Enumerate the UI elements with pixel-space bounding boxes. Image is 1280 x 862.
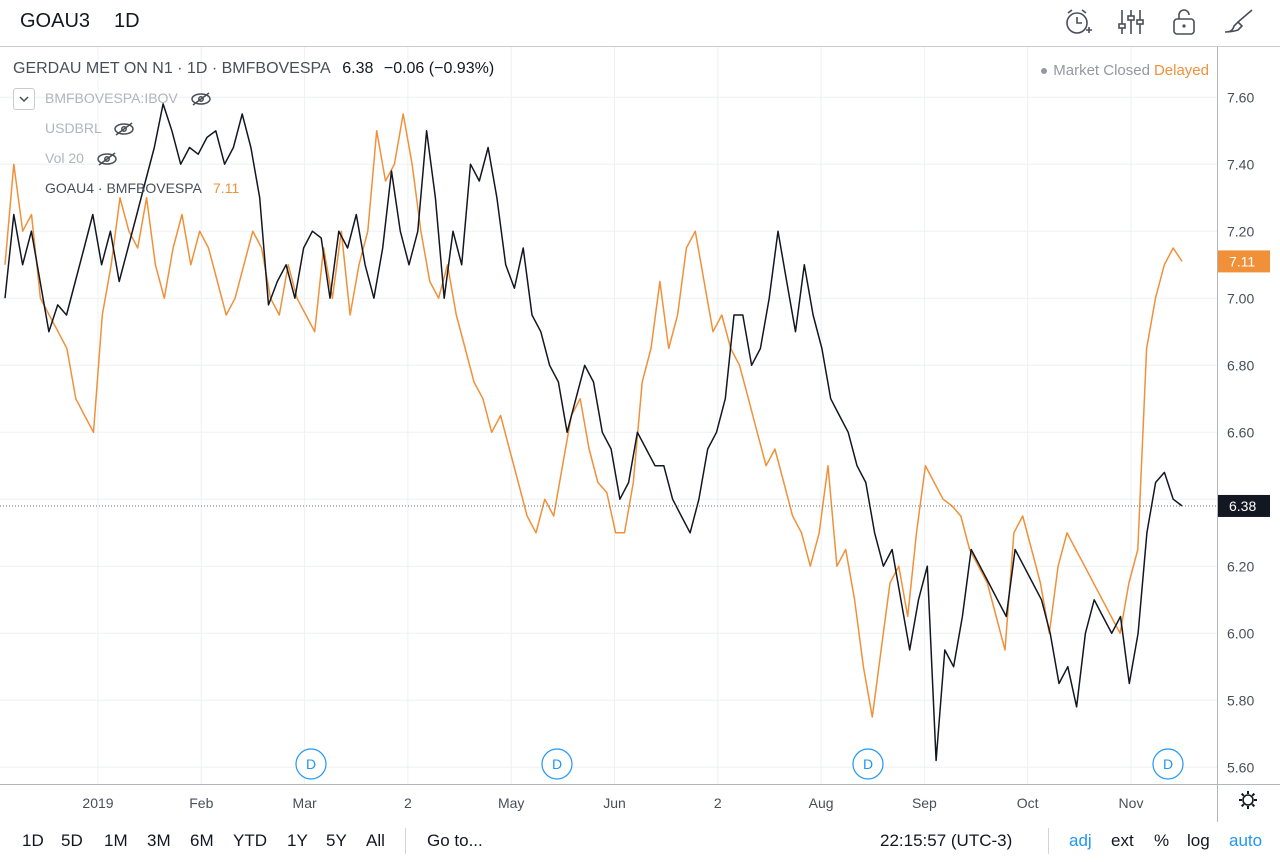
range-6m[interactable]: 6M [190,831,214,850]
study-label: Vol 20 [45,150,84,166]
status-dot-icon [1041,68,1048,75]
dividend-marker-label: D [306,756,316,772]
series-line [4,113,1183,718]
y-tick-label: 6.80 [1227,357,1254,373]
x-tick-label: 2 [714,795,722,811]
legend-title: GERDAU MET ON N1 · 1D · BMFBOVESPA [13,60,330,77]
range-5y[interactable]: 5Y [326,831,347,850]
study-label: GOAU4 · BMFBOVESPA [45,180,202,196]
dividend-marker-label: D [863,756,873,772]
study-volume[interactable]: Vol 20 [45,150,118,167]
last-price-label: 6.38 [1229,498,1256,514]
indicators-icon[interactable] [1113,4,1149,40]
x-tick-label: Jun [603,795,626,811]
timeframe-button[interactable]: 1D [114,10,140,32]
study-ibov[interactable]: BMFBOVESPA:IBOV [45,90,212,107]
range-1m[interactable]: 1M [104,831,128,850]
y-tick-label: 5.60 [1227,759,1254,775]
auto-toggle[interactable]: auto [1229,831,1263,850]
y-tick-label: 6.00 [1227,625,1254,641]
ext-toggle[interactable]: ext [1111,831,1134,850]
top-toolbar: GOAU3 1D [0,0,1280,47]
y-tick-label: 6.60 [1227,424,1254,440]
clock: 22:15:57 (UTC-3) [880,831,1013,850]
symbol-name[interactable]: GOAU3 [20,10,91,32]
legend-change: −0.06 (−0.93%) [383,60,495,77]
goto-button[interactable]: Go to... [427,831,483,850]
range-5d[interactable]: 5D [61,831,83,850]
percent-toggle[interactable]: % [1154,831,1170,850]
chart-legend: GERDAU MET ON N1 · 1D · BMFBOVESPA 6.38 … [13,60,494,78]
x-tick-label: Aug [809,795,834,811]
study-goau4[interactable]: GOAU4 · BMFBOVESPA 7.11 [45,180,239,196]
study-label: USDBRL [45,120,102,136]
alarm-add-icon[interactable] [1060,4,1096,40]
compare-price-badge [1218,250,1270,273]
eye-hidden-icon[interactable] [190,91,212,107]
y-tick-label: 6.20 [1227,558,1254,574]
y-tick-label: 7.40 [1227,156,1254,172]
x-tick-label: 2019 [82,795,113,811]
range-ytd[interactable]: YTD [233,831,267,850]
bottom-toolbar: 1D 5D 1M 3M 6M YTD 1Y 5Y All Go to... 22… [0,822,1280,862]
x-tick-label: Sep [912,795,937,811]
dividend-marker-label: D [1163,756,1173,772]
market-closed-label: Market Closed [1053,62,1150,79]
x-tick-label: Nov [1119,795,1144,811]
log-toggle[interactable]: log [1187,831,1210,850]
range-3m[interactable]: 3M [147,831,171,850]
y-tick-label: 7.20 [1227,223,1254,239]
drawing-brush-icon[interactable] [1221,4,1257,40]
study-label: BMFBOVESPA:IBOV [45,90,178,106]
legend-last: 6.38 [342,60,374,77]
study-usdbrl[interactable]: USDBRL [45,120,135,137]
study-value: 7.11 [213,180,240,196]
divider [405,828,406,854]
dividend-marker [295,748,327,780]
legend-collapse-button[interactable] [13,88,35,110]
eye-hidden-icon[interactable] [96,151,118,167]
x-tick-label: Oct [1017,795,1039,811]
x-tick-label: Mar [293,795,317,811]
dividend-marker [852,748,884,780]
dividend-marker [1152,748,1184,780]
range-all[interactable]: All [366,831,385,850]
lock-icon[interactable] [1166,4,1202,40]
x-tick-label: 2 [404,795,412,811]
y-tick-label: 7.00 [1227,290,1254,306]
x-tick-label: Feb [189,795,213,811]
settings-gear-icon[interactable] [1239,791,1257,809]
range-1y[interactable]: 1Y [287,831,308,850]
range-1d[interactable]: 1D [22,831,44,850]
eye-hidden-icon[interactable] [113,121,135,137]
dividend-marker-label: D [552,756,562,772]
y-tick-label: 5.80 [1227,692,1254,708]
dividend-marker [541,748,573,780]
series-line [4,103,1183,762]
price-chart[interactable]: 7.607.407.207.006.806.606.406.206.005.80… [0,47,1280,822]
compare-price-label: 7.11 [1229,253,1255,269]
divider [1048,828,1049,854]
chevron-down-icon [19,96,29,103]
adj-toggle[interactable]: adj [1069,831,1092,850]
delayed-label: Delayed [1153,62,1209,79]
y-tick-label: 7.60 [1227,89,1254,105]
last-price-badge [1218,494,1270,517]
market-status: Market Closed Delayed [1041,62,1209,79]
x-tick-label: May [498,795,524,811]
